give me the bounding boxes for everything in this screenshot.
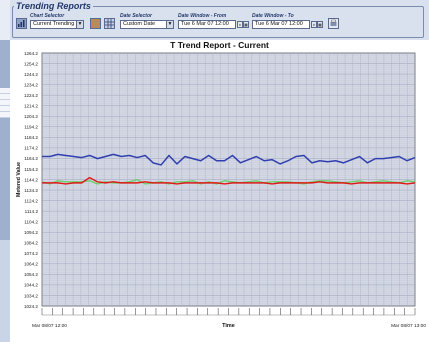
x-start-label: Mar 08/07 12:00: [32, 323, 67, 329]
y-tick-label: 1214.2: [24, 104, 38, 109]
side-row[interactable]: [0, 112, 10, 118]
window-from-spinner-icon[interactable]: ±: [237, 21, 243, 28]
date-selector-value: Custom Date: [123, 21, 156, 27]
side-row[interactable]: [0, 94, 10, 100]
panel-title: Trending Reports: [14, 1, 93, 11]
trend-chart: T Trend Report - Current 1024.2 1034.2 104…: [10, 40, 429, 342]
side-row[interactable]: [0, 88, 10, 94]
chart-selector-label: Chart Selector: [30, 13, 65, 19]
x-end-label: Mar 08/07 13:00: [391, 323, 426, 329]
series-line-3: [42, 176, 416, 185]
side-row[interactable]: [0, 106, 10, 112]
side-panel-body: [0, 40, 10, 240]
date-selector-label: Date Selector: [120, 13, 152, 19]
y-tick-label: 1254.2: [24, 61, 38, 66]
y-tick-label: 1244.2: [24, 72, 38, 77]
window-from-label: Date Window - From: [178, 13, 227, 19]
y-tick-label: 1104.2: [24, 219, 38, 224]
print-icon[interactable]: [328, 18, 339, 29]
y-tick-label: 1094.2: [24, 230, 38, 235]
window-to-value: Tue 6 Mar 07 12:00: [255, 21, 303, 27]
series-line-1: [42, 153, 416, 166]
chart-canvas: 1024.2 1034.2 1044.2 1054.2 1064.2 1074.2 1084…: [16, 51, 426, 329]
y-tick-label: 1234.2: [24, 82, 38, 87]
y-tick-label: 1264.2: [24, 51, 38, 56]
y-tick-label: 1164.2: [24, 156, 38, 161]
date-selector-dropdown[interactable]: Custom Date ▼: [120, 20, 174, 29]
y-tick-label: 1034.2: [24, 293, 38, 298]
x-axis-label: Time: [222, 323, 235, 329]
window-from-value: Tue 6 Mar 07 12:00: [181, 21, 229, 27]
y-tick-label: 1124.2: [24, 198, 38, 203]
y-tick-label: 1044.2: [24, 283, 38, 288]
chart-title: T Trend Report - Current: [170, 40, 269, 50]
y-axis-label: Metered Value: [16, 162, 22, 197]
y-tick-label: 1144.2: [24, 177, 38, 182]
chevron-down-icon[interactable]: ▼: [76, 21, 83, 28]
y-tick-label: 1024.2: [24, 304, 38, 309]
y-tick-label: 1114.2: [25, 209, 39, 214]
panel-frame: [12, 6, 424, 38]
window-from-field[interactable]: Tue 6 Mar 07 12:00: [178, 20, 236, 29]
y-tick-label: 1204.2: [24, 114, 38, 119]
window-to-field[interactable]: Tue 6 Mar 07 12:00: [252, 20, 310, 29]
window-to-spinner-icon[interactable]: ±: [311, 21, 317, 28]
trending-reports-panel: Trending Reports Chart Selector Current …: [10, 0, 429, 40]
y-tick-label: 1134.2: [24, 188, 38, 193]
side-panel-rows: [0, 88, 10, 118]
chart-type-icon[interactable]: [90, 18, 101, 29]
chevron-down-icon[interactable]: ▼: [166, 21, 173, 28]
y-tick-label: 1174.2: [24, 146, 38, 151]
calendar-icon[interactable]: ▦: [243, 21, 249, 28]
y-tick-label: 1084.2: [24, 241, 38, 246]
y-tick-label: 1054.2: [24, 272, 38, 277]
y-tick-label: 1074.2: [24, 251, 38, 256]
y-tick-label: 1064.2: [24, 262, 38, 267]
grid-icon[interactable]: [104, 18, 115, 29]
chart-selector-dropdown[interactable]: Current Trending ▼: [30, 20, 84, 29]
chart-selector-value: Current Trending: [33, 21, 75, 27]
chart-icon[interactable]: [16, 18, 27, 29]
window-to-label: Date Window - To: [252, 13, 294, 19]
side-row[interactable]: [0, 100, 10, 106]
side-panel: [0, 0, 10, 342]
y-tick-label: 1194.2: [24, 125, 38, 130]
calendar-icon[interactable]: ▦: [317, 21, 323, 28]
side-panel-top: [0, 0, 10, 40]
y-tick-label: 1224.2: [24, 93, 38, 98]
y-tick-label: 1184.2: [24, 135, 38, 140]
y-tick-label: 1154.2: [24, 167, 38, 172]
